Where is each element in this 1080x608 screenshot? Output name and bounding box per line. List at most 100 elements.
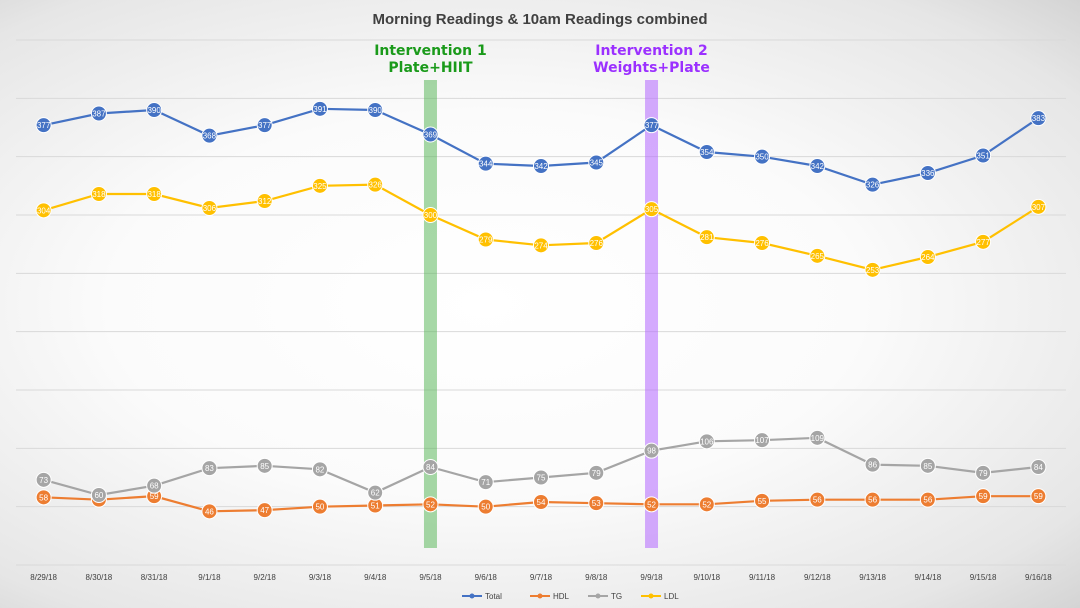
data-marker-ldl	[311, 177, 328, 194]
data-label: 383	[1032, 114, 1046, 123]
legend-label-hdl: HDL	[553, 592, 570, 601]
data-marker-total	[533, 158, 549, 174]
data-marker-tg	[533, 469, 549, 486]
data-marker-hdl	[256, 502, 273, 519]
data-label: 344	[479, 160, 493, 169]
data-marker-tg	[809, 429, 826, 446]
data-marker-tg	[201, 460, 218, 477]
data-marker-hdl	[919, 491, 936, 508]
data-label: 336	[921, 169, 935, 178]
data-label: 52	[702, 500, 711, 509]
data-label: 318	[147, 190, 161, 199]
data-label: 318	[92, 190, 106, 199]
data-marker-tg	[256, 457, 273, 474]
data-marker-total	[588, 154, 605, 171]
x-tick-label: 9/15/18	[970, 573, 997, 582]
data-marker-tg	[90, 487, 107, 503]
data-label: 85	[260, 462, 269, 471]
data-label: 54	[537, 498, 546, 507]
legend-label-ldl: LDL	[664, 592, 679, 601]
annotation-label: Intervention 2	[595, 43, 708, 59]
data-marker-ldl	[698, 229, 715, 246]
x-tick-label: 9/6/18	[475, 573, 498, 582]
data-label: 377	[37, 121, 51, 130]
data-label: 345	[590, 159, 604, 168]
data-label: 79	[979, 469, 988, 478]
data-label: 85	[923, 462, 932, 471]
data-marker-ldl	[90, 186, 107, 202]
data-marker-tg	[422, 459, 439, 475]
data-marker-tg	[146, 477, 163, 494]
data-label: 312	[258, 197, 272, 206]
data-marker-tg	[367, 484, 384, 501]
data-label: 55	[758, 497, 767, 506]
data-marker-hdl	[975, 488, 992, 505]
data-marker-ldl	[256, 193, 273, 209]
legend-marker-total	[469, 593, 475, 599]
data-label: 71	[481, 478, 490, 487]
data-label: 279	[479, 236, 493, 245]
data-label: 391	[313, 105, 327, 114]
data-label: 52	[426, 500, 435, 509]
data-label: 306	[203, 204, 217, 213]
data-label: 106	[700, 437, 714, 446]
data-label: 276	[590, 239, 604, 248]
x-tick-label: 9/12/18	[804, 573, 831, 582]
x-tick-label: 9/11/18	[749, 573, 776, 582]
data-marker-ldl	[1030, 198, 1047, 215]
data-label: 326	[866, 181, 880, 190]
data-label: 84	[1034, 463, 1043, 472]
data-marker-hdl	[201, 503, 218, 520]
data-marker-ldl	[975, 233, 992, 250]
data-marker-ldl	[754, 235, 771, 251]
data-label: 84	[426, 463, 435, 472]
data-marker-total	[1030, 110, 1047, 127]
data-label: 342	[534, 162, 548, 171]
data-label: 281	[700, 233, 714, 242]
data-marker-hdl	[35, 489, 52, 506]
data-marker-ldl	[201, 200, 218, 216]
x-tick-label: 9/16/18	[1025, 573, 1052, 582]
data-points: 377 387 390 368 377 391 390 369 344 342 345 377 354 3…	[35, 100, 1047, 520]
data-marker-ldl	[643, 201, 660, 218]
data-label: 75	[537, 474, 546, 483]
data-marker-total	[809, 158, 826, 174]
data-marker-tg	[919, 457, 936, 474]
data-marker-total	[90, 105, 107, 122]
data-label: 98	[647, 447, 656, 456]
x-tick-label: 9/7/18	[530, 573, 553, 582]
data-label: 300	[424, 211, 438, 220]
data-marker-tg	[588, 464, 605, 481]
data-label: 274	[534, 241, 548, 250]
data-label: 59	[1034, 492, 1043, 501]
data-label: 59	[979, 492, 988, 501]
data-marker-total	[367, 102, 384, 118]
data-label: 60	[94, 491, 103, 500]
data-marker-hdl	[533, 494, 549, 510]
data-label: 276	[755, 239, 769, 248]
data-label: 305	[645, 205, 659, 214]
data-label: 56	[813, 496, 822, 505]
data-marker-total	[422, 126, 439, 143]
data-label: 46	[205, 507, 214, 516]
intervention-bands	[423, 80, 659, 548]
x-tick-label: 9/13/18	[859, 573, 886, 582]
data-marker-tg	[35, 471, 52, 488]
annotation-label: Intervention 1	[374, 43, 487, 59]
data-marker-total	[201, 127, 218, 144]
data-marker-tg	[698, 433, 715, 450]
data-label: 86	[868, 461, 877, 470]
data-label: 56	[868, 496, 877, 505]
data-label: 52	[647, 500, 656, 509]
x-tick-label: 8/29/18	[30, 573, 57, 582]
x-tick-label: 9/2/18	[254, 573, 277, 582]
intervention-band	[423, 80, 437, 548]
data-label: 58	[39, 493, 48, 502]
data-marker-hdl	[643, 496, 660, 513]
data-label: 50	[315, 503, 324, 512]
data-marker-hdl	[698, 496, 715, 513]
x-axis-ticks: 8/29/18 8/30/18 8/31/18 9/1/18 9/2/18 9/3/18 9…	[30, 573, 1052, 582]
data-label: 56	[923, 496, 932, 505]
legend-marker-tg	[595, 593, 601, 599]
